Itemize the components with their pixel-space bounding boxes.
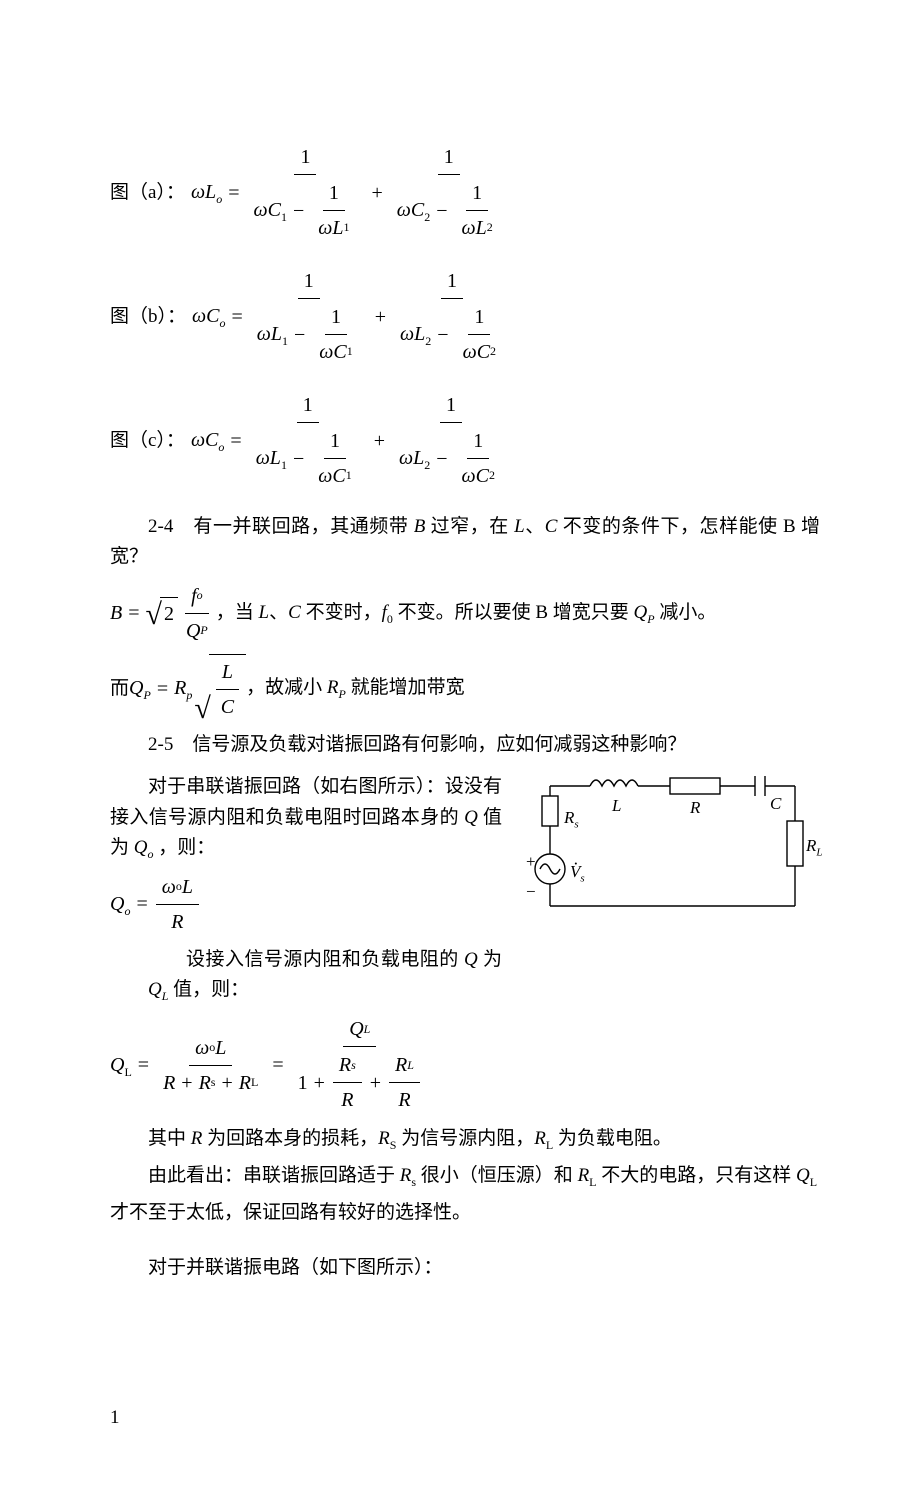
q25-block: 对于串联谐振回路（如右图所示）：设没有接入信号源内阻和负载电阻时回路本身的 Q … xyxy=(110,766,820,1012)
circuit-label-Rs: Rs xyxy=(564,804,579,834)
q25-p4b: 才不至于太低，保证回路有较好的选择性。 xyxy=(110,1198,820,1228)
circuit-label-L: L xyxy=(612,792,621,819)
series-resonant-circuit: L R C Rs RL ·Vs + − xyxy=(520,766,820,926)
q25-title: 2-5 信号源及负载对谐振回路有何影响，应如何减弱这种影响？ xyxy=(110,730,820,760)
eq-b-label: 图（b）： xyxy=(110,302,186,332)
q25-p3: 其中 R 为回路本身的损耗，RS 为信号源内阻，RL 为负载电阻。 xyxy=(110,1124,820,1155)
circuit-minus: − xyxy=(526,878,536,905)
circuit-label-R: R xyxy=(690,794,700,821)
q24-eq-Qp: 而 QP = Rp √ L C ，故减小 RP 就能增加带宽 xyxy=(110,654,820,724)
circuit-label-RL: RL xyxy=(806,832,823,862)
eq-b-expr: ωCo = 1 ωL1 − 1 ωC1 + 1 ωL2 − 1 ωC2 xyxy=(192,264,512,370)
q25-p2: 设接入信号源内阻和负载电阻的 Q 为 QL 值，则： xyxy=(148,945,502,1006)
q24-eq-B: B = √2 fo QP ，当 L、C 不变时，f0 不变。所以要使 B 增宽只… xyxy=(110,579,820,648)
circuit-label-Vs: ·Vs xyxy=(570,858,585,888)
circuit-plus: + xyxy=(526,848,536,875)
q25-p1: 对于串联谐振回路（如右图所示）：设没有接入信号源内阻和负载电阻时回路本身的 Q … xyxy=(110,772,502,864)
circuit-label-C: C xyxy=(770,790,781,817)
equation-a: 图（a）： ωLo = 1 ωC1 − 1 ωL1 + 1 ωC2 − 1 xyxy=(110,140,820,246)
q25-p4: 由此看出：串联谐振回路适于 Rs 很小（恒压源）和 RL 不大的电路，只有这样 … xyxy=(110,1161,820,1192)
q24-line2: ，当 L、C 不变时，f0 不变。所以要使 B 增宽只要 QP 减小。 xyxy=(216,598,717,629)
q25-eq-Qo: Qo = ωoL R xyxy=(110,870,502,939)
eq-a-label: 图（a）： xyxy=(110,178,185,208)
q24-line3-tail: ，故减小 RP 就能增加带宽 xyxy=(246,673,464,704)
eq-a-expr: ωLo = 1 ωC1 − 1 ωL1 + 1 ωC2 − 1 ωL2 xyxy=(191,140,509,246)
eq-c-label: 图（c）： xyxy=(110,426,185,456)
equation-c: 图（c）： ωCo = 1 ωL1 − 1 ωC1 + 1 ωL2 − 1 xyxy=(110,388,820,494)
page-number: 1 xyxy=(110,1403,820,1433)
eq-c-expr: ωCo = 1 ωL1 − 1 ωC1 + 1 ωL2 − 1 ωC2 xyxy=(191,388,511,494)
q24-title: 2-4 有一并联回路，其通频带 B 过窄，在 L、C 不变的条件下，怎样能使 B… xyxy=(110,512,820,573)
q25-eq-QL: QL = ωoL R+Rs+RL = QL 1+ Rs R + RL R xyxy=(110,1012,820,1118)
equation-b: 图（b）： ωCo = 1 ωL1 − 1 ωC1 + 1 ωL2 − 1 xyxy=(110,264,820,370)
q25-p5: 对于并联谐振电路（如下图所示）： xyxy=(110,1253,820,1283)
